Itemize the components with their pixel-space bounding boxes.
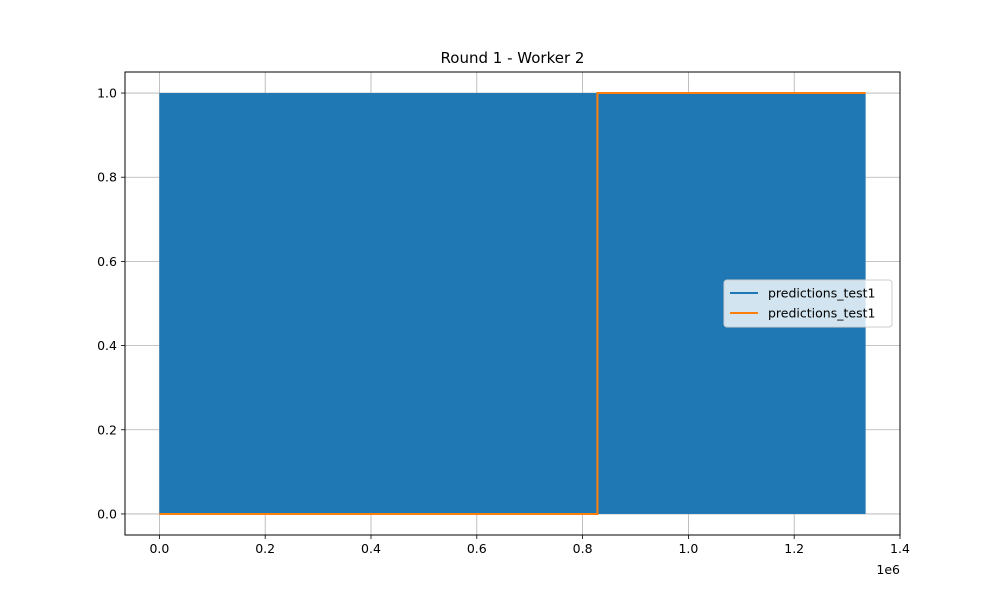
tick-layer: 0.0 0.2 0.4 0.6 0.8 1.0 1.2 1.4 0.0 0.2 0.4 0.6 0.8 1… [97,86,910,556]
legend-entry-label: predictions_test1 [768,286,875,301]
chart-title: Round 1 - Worker 2 [441,49,585,67]
axes-frame [124,71,901,536]
x-tick-label: 0.2 [255,541,275,556]
x-offset-label: 1e6 [876,562,900,577]
legend-entry-label: predictions_test1 [768,306,875,321]
y-tick-label: 0.2 [97,422,117,437]
y-tick-label: 0.4 [97,338,117,353]
x-tick-label: 0.4 [361,541,381,556]
legend: predictions_test1 predictions_test1 [723,279,893,328]
y-tick-label: 0.8 [97,170,117,185]
x-tick-label: 1.2 [784,541,804,556]
x-tick-label: 1.0 [678,541,698,556]
y-tick-label: 0.6 [97,254,117,269]
y-tick-label: 1.0 [97,86,117,101]
series-orange-step [159,92,866,515]
y-tick-label: 0.0 [97,506,117,521]
x-tick-label: 0.6 [467,541,487,556]
x-tick-label: 0.0 [149,541,169,556]
legend-box [723,279,893,328]
x-tick-label: 1.4 [890,541,910,556]
x-tick-label: 0.8 [573,541,593,556]
